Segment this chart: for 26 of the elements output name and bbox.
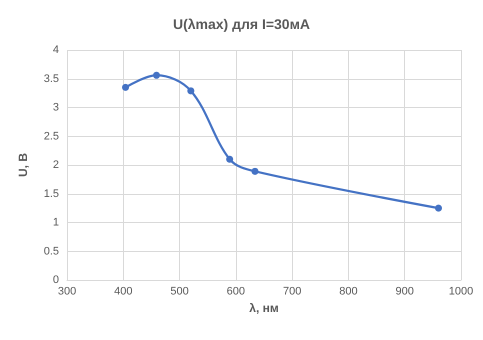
y-tick-label: 4	[52, 44, 59, 56]
x-tick-label: 1000	[448, 286, 474, 298]
x-tick-label: 500	[170, 286, 189, 298]
y-tick-label: 3	[52, 102, 59, 114]
x-tick-label: 300	[58, 286, 76, 298]
point	[434, 204, 442, 212]
x-tick-label: 600	[226, 286, 246, 298]
y-tick-label: 3.5	[44, 72, 59, 85]
y-tick-label: 0.5	[44, 245, 59, 258]
y-tick-label: 0	[52, 274, 59, 286]
x-tick-label: 900	[396, 286, 414, 298]
chart-title: U(λmax) для I=30мА	[172, 16, 310, 32]
x-tick-label: 400	[114, 286, 132, 298]
y-tick-label: 1.5	[44, 188, 59, 200]
x-tick-label: 800	[339, 286, 358, 298]
point	[187, 87, 194, 94]
y-axis-title: U, В	[16, 152, 30, 177]
x-tick-label: 700	[282, 286, 302, 298]
point	[226, 156, 234, 163]
y-tick-label: 2.5	[44, 130, 59, 142]
point	[122, 84, 130, 91]
y-tick-label: 1	[52, 216, 59, 228]
y-tick-label: 2	[52, 159, 59, 171]
x-axis-title: λ, нм	[249, 301, 279, 315]
point	[252, 168, 258, 175]
point	[153, 72, 160, 79]
